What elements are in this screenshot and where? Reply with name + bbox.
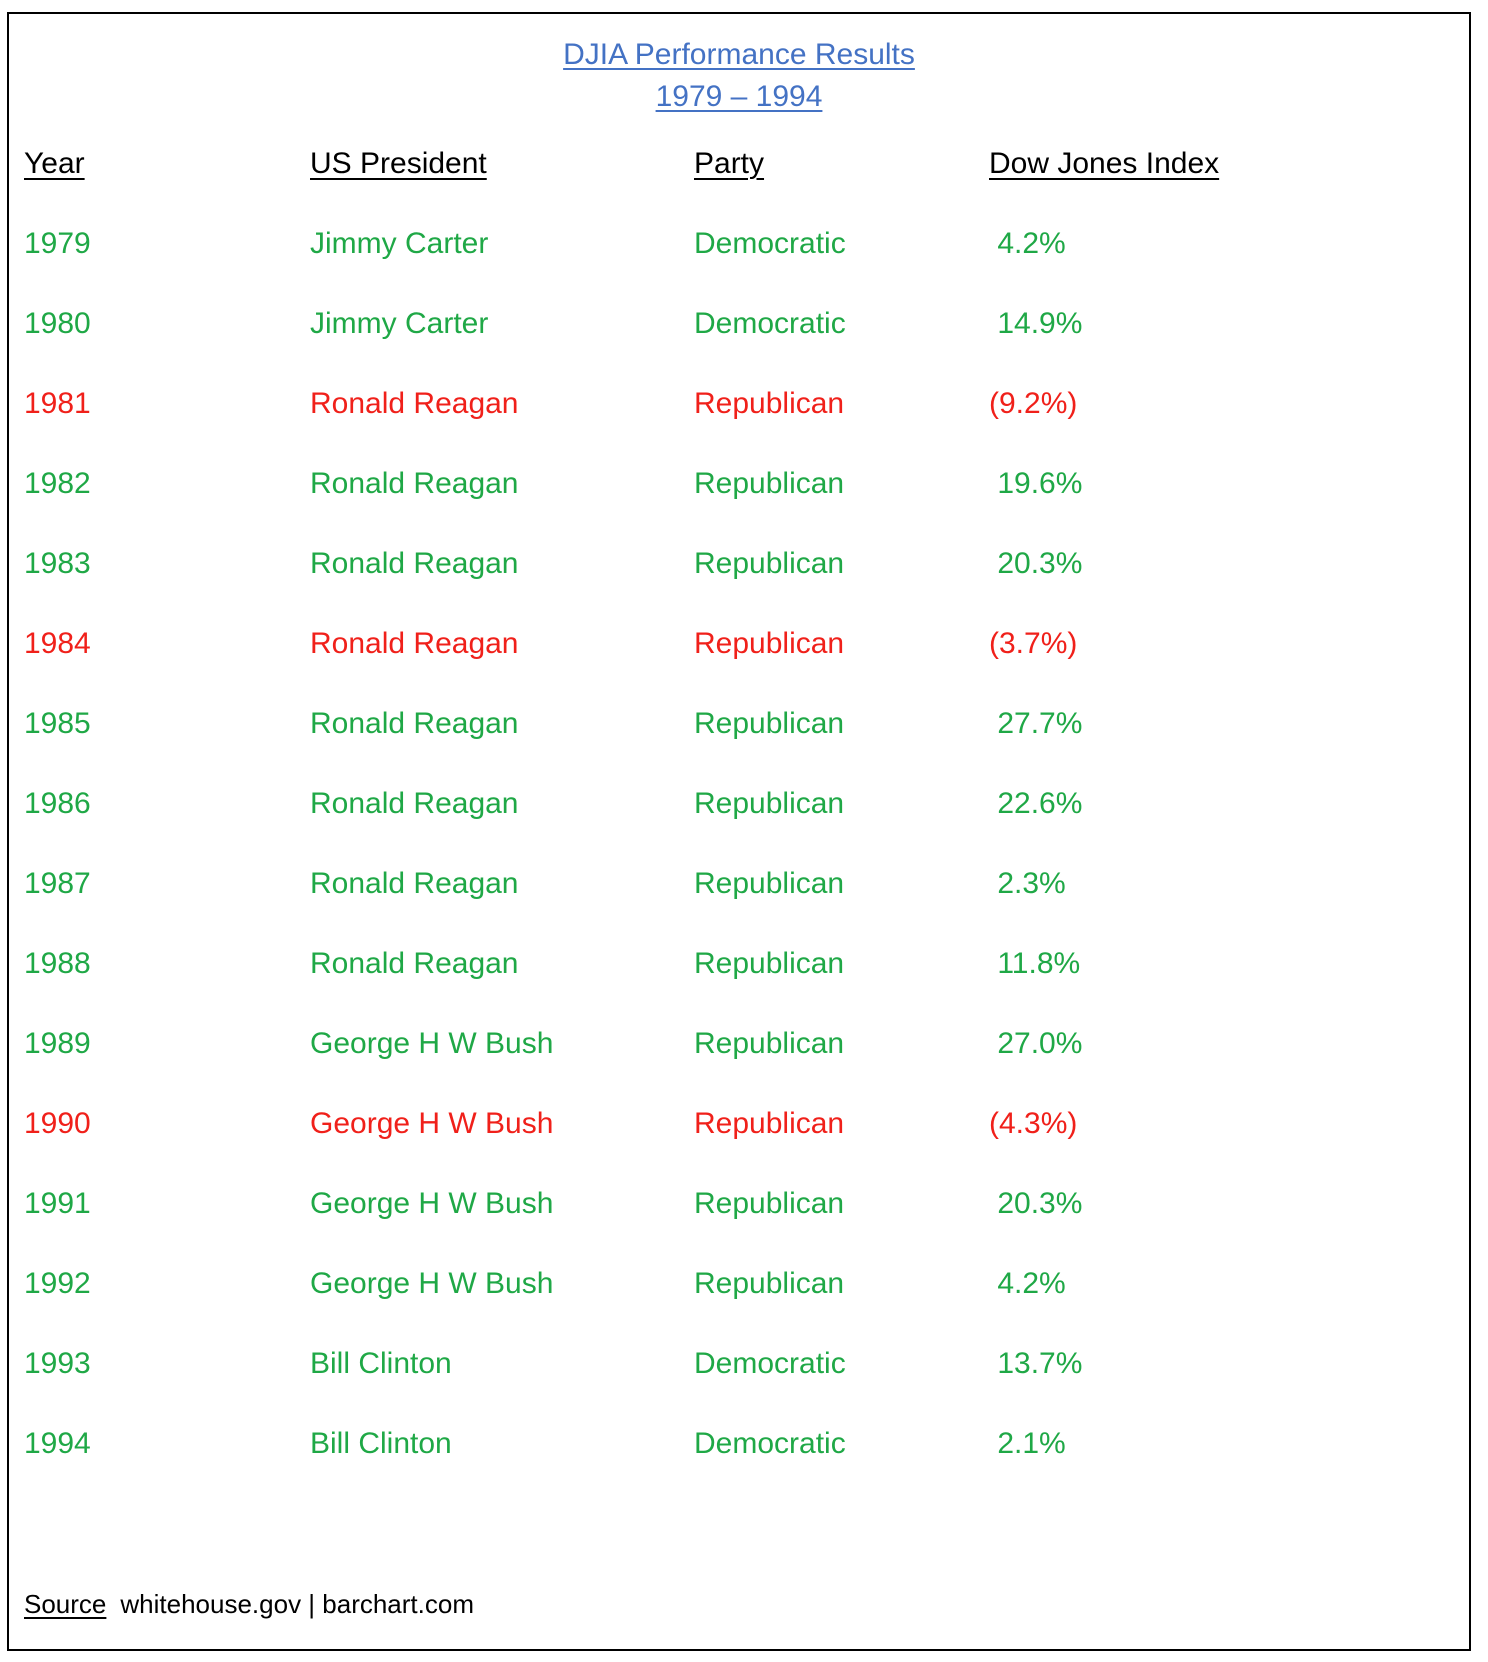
cell-party: Democratic bbox=[694, 227, 846, 260]
table-row: 1993 Bill Clinton Democratic 13.7% bbox=[9, 1342, 1469, 1386]
cell-dow-jones-index: (4.3%) bbox=[989, 1107, 1078, 1140]
cell-dow-jones-index: 11.8% bbox=[989, 947, 1081, 980]
cell-party: Democratic bbox=[694, 1347, 846, 1380]
cell-president: Ronald Reagan bbox=[310, 627, 519, 660]
table-row: 1994 Bill Clinton Democratic 2.1% bbox=[9, 1422, 1469, 1466]
cell-president: George H W Bush bbox=[310, 1107, 554, 1140]
cell-year: 1979 bbox=[24, 227, 91, 260]
cell-year: 1987 bbox=[24, 867, 91, 900]
cell-dow-jones-index: 4.2% bbox=[989, 1267, 1066, 1300]
cell-year: 1981 bbox=[24, 387, 91, 420]
cell-dow-jones-index: 13.7% bbox=[989, 1347, 1083, 1380]
title-line-1: DJIA Performance Results bbox=[9, 34, 1469, 76]
table-row: 1992 George H W Bush Republican 4.2% bbox=[9, 1262, 1469, 1306]
cell-dow-jones-index: 19.6% bbox=[989, 467, 1083, 500]
cell-dow-jones-index: (3.7%) bbox=[989, 627, 1078, 660]
source-text: whitehouse.gov | barchart.com bbox=[120, 1589, 474, 1619]
cell-president: Ronald Reagan bbox=[310, 387, 519, 420]
header-dow-jones-index: Dow Jones Index bbox=[989, 147, 1220, 180]
cell-dow-jones-index: (9.2%) bbox=[989, 387, 1078, 420]
cell-president: Bill Clinton bbox=[310, 1347, 452, 1380]
cell-year: 1992 bbox=[24, 1267, 91, 1300]
table-row: 1983 Ronald Reagan Republican 20.3% bbox=[9, 542, 1469, 586]
table-row: 1985 Ronald Reagan Republican 27.7% bbox=[9, 702, 1469, 746]
table-row: 1979 Jimmy Carter Democratic 4.2% bbox=[9, 222, 1469, 266]
cell-year: 1988 bbox=[24, 947, 91, 980]
cell-dow-jones-index: 20.3% bbox=[989, 1187, 1083, 1220]
header-year: Year bbox=[24, 147, 85, 180]
table-row: 1987 Ronald Reagan Republican 2.3% bbox=[9, 862, 1469, 906]
cell-president: Ronald Reagan bbox=[310, 787, 519, 820]
page-title: DJIA Performance Results bbox=[563, 38, 915, 71]
cell-year: 1984 bbox=[24, 627, 91, 660]
cell-party: Republican bbox=[694, 387, 845, 420]
cell-dow-jones-index: 4.2% bbox=[989, 227, 1066, 260]
cell-year: 1985 bbox=[24, 707, 91, 740]
cell-year: 1982 bbox=[24, 467, 91, 500]
cell-dow-jones-index: 2.3% bbox=[989, 867, 1066, 900]
cell-year: 1980 bbox=[24, 307, 91, 340]
cell-dow-jones-index: 27.0% bbox=[989, 1027, 1083, 1060]
cell-year: 1991 bbox=[24, 1187, 91, 1220]
table-row: 1981 Ronald Reagan Republican (9.2%) bbox=[9, 382, 1469, 426]
cell-party: Republican bbox=[694, 867, 845, 900]
source-line: Source whitehouse.gov | barchart.com bbox=[24, 1586, 474, 1622]
cell-year: 1994 bbox=[24, 1427, 91, 1460]
header-president: US President bbox=[310, 147, 487, 180]
header-party: Party bbox=[694, 147, 765, 180]
cell-party: Republican bbox=[694, 787, 845, 820]
table-row: 1986 Ronald Reagan Republican 22.6% bbox=[9, 782, 1469, 826]
cell-party: Democratic bbox=[694, 1427, 846, 1460]
cell-president: Ronald Reagan bbox=[310, 707, 519, 740]
table-row: 1990 George H W Bush Republican (4.3%) bbox=[9, 1102, 1469, 1146]
cell-party: Republican bbox=[694, 947, 845, 980]
page-subtitle-years: 1979 – 1994 bbox=[655, 80, 823, 113]
cell-party: Republican bbox=[694, 1187, 845, 1220]
cell-president: Ronald Reagan bbox=[310, 947, 519, 980]
cell-president: George H W Bush bbox=[310, 1187, 554, 1220]
cell-dow-jones-index: 14.9% bbox=[989, 307, 1083, 340]
cell-dow-jones-index: 27.7% bbox=[989, 707, 1083, 740]
cell-dow-jones-index: 2.1% bbox=[989, 1427, 1066, 1460]
cell-party: Republican bbox=[694, 1027, 845, 1060]
cell-president: Bill Clinton bbox=[310, 1427, 452, 1460]
cell-party: Republican bbox=[694, 547, 845, 580]
cell-president: Ronald Reagan bbox=[310, 867, 519, 900]
table-header-row: Year US President Party Dow Jones Index bbox=[9, 142, 1469, 186]
cell-year: 1989 bbox=[24, 1027, 91, 1060]
cell-president: Ronald Reagan bbox=[310, 547, 519, 580]
cell-party: Republican bbox=[694, 1267, 845, 1300]
cell-year: 1986 bbox=[24, 787, 91, 820]
cell-year: 1990 bbox=[24, 1107, 91, 1140]
cell-president: Jimmy Carter bbox=[310, 227, 489, 260]
cell-party: Republican bbox=[694, 627, 845, 660]
cell-dow-jones-index: 22.6% bbox=[989, 787, 1083, 820]
table-row: 1980 Jimmy Carter Democratic 14.9% bbox=[9, 302, 1469, 346]
source-label: Source bbox=[24, 1589, 107, 1619]
cell-dow-jones-index: 20.3% bbox=[989, 547, 1083, 580]
cell-president: Ronald Reagan bbox=[310, 467, 519, 500]
cell-year: 1993 bbox=[24, 1347, 91, 1380]
cell-party: Republican bbox=[694, 467, 845, 500]
cell-party: Republican bbox=[694, 707, 845, 740]
table-row: 1982 Ronald Reagan Republican 19.6% bbox=[9, 462, 1469, 506]
table-frame: DJIA Performance Results 1979 – 1994 Yea… bbox=[7, 12, 1471, 1651]
table-row: 1988 Ronald Reagan Republican 11.8% bbox=[9, 942, 1469, 986]
cell-party: Democratic bbox=[694, 307, 846, 340]
table-row: 1989 George H W Bush Republican 27.0% bbox=[9, 1022, 1469, 1066]
cell-president: George H W Bush bbox=[310, 1027, 554, 1060]
cell-president: George H W Bush bbox=[310, 1267, 554, 1300]
title-line-2: 1979 – 1994 bbox=[9, 76, 1469, 118]
cell-year: 1983 bbox=[24, 547, 91, 580]
cell-president: Jimmy Carter bbox=[310, 307, 489, 340]
table-row: 1984 Ronald Reagan Republican (3.7%) bbox=[9, 622, 1469, 666]
title-block: DJIA Performance Results 1979 – 1994 bbox=[9, 34, 1469, 118]
table-row: 1991 George H W Bush Republican 20.3% bbox=[9, 1182, 1469, 1226]
cell-party: Republican bbox=[694, 1107, 845, 1140]
